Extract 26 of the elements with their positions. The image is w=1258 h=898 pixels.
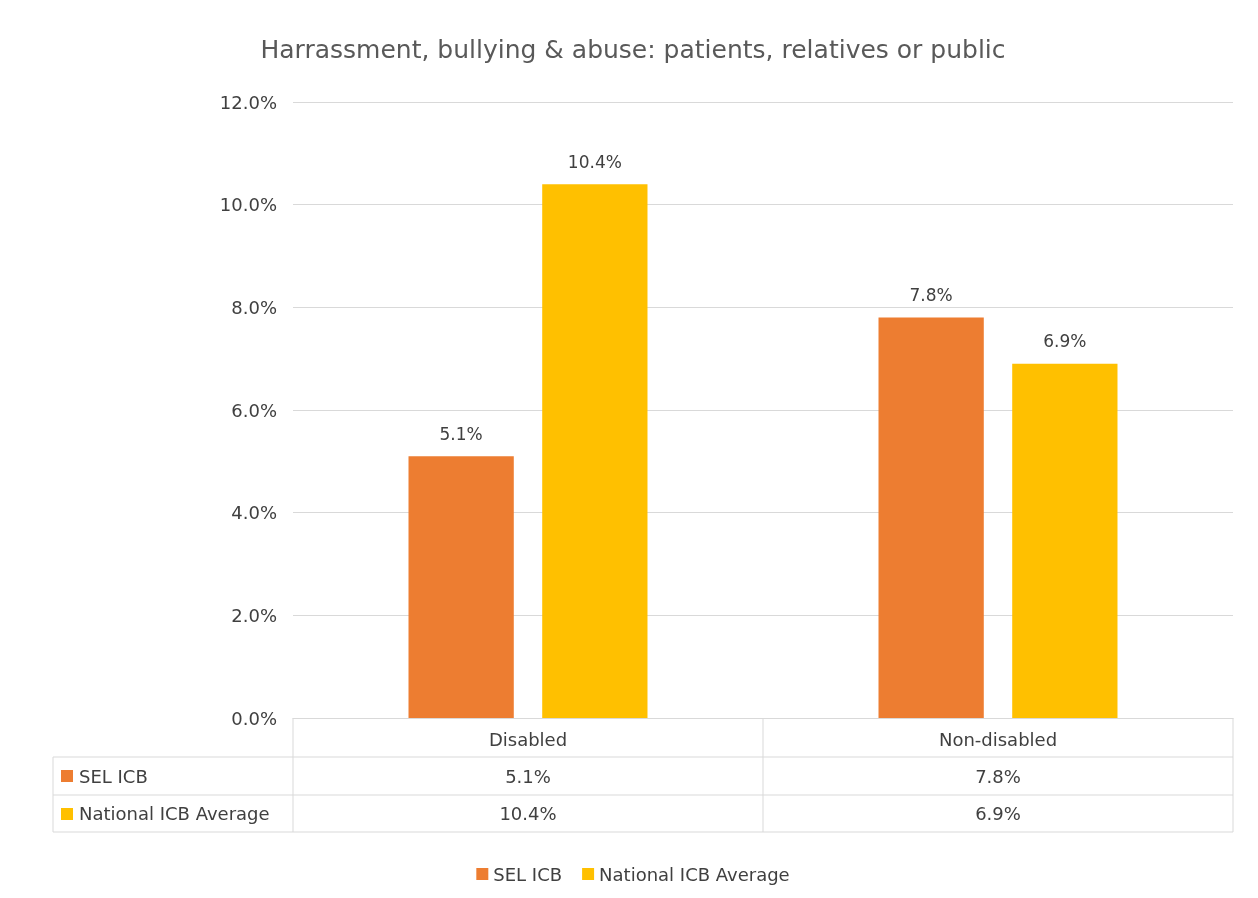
- y-tick-label: 12.0%: [219, 91, 277, 113]
- y-tick-label: 10.0%: [219, 194, 277, 216]
- x-tick-label: Non-disabled: [938, 728, 1058, 750]
- text: 10.4%: [567, 151, 622, 172]
- y-tick-label: 0.0%: [231, 707, 277, 729]
- legend-label: SEL ICB: [493, 863, 563, 885]
- data-label: 6.9%: [975, 803, 1021, 824]
- text: 5.1%: [439, 423, 483, 444]
- data-label: 5.1%: [505, 765, 551, 787]
- text: 7.8%: [909, 285, 953, 306]
- data-label: 10.4%: [499, 803, 557, 824]
- y-tick-label: 6.0%: [231, 399, 277, 421]
- y-tick-label: 8.0%: [231, 296, 277, 318]
- bar: [408, 456, 514, 718]
- chart-title: Harrassment, bullying & abuse: patients, relatives or public: [260, 35, 1006, 64]
- x-tick-label: Disabled: [488, 728, 568, 750]
- y-tick-label: 2.0%: [231, 604, 277, 626]
- text: SEL ICB: [79, 765, 148, 787]
- legend-label: National ICB Average: [599, 863, 790, 885]
- text: National ICB Average: [79, 803, 270, 824]
- text: 6.9%: [1043, 331, 1087, 352]
- bar: [878, 317, 984, 718]
- bar: [1012, 363, 1118, 718]
- data-label: 7.8%: [975, 765, 1021, 787]
- y-tick-label: 4.0%: [231, 502, 277, 524]
- bar: [542, 184, 648, 718]
